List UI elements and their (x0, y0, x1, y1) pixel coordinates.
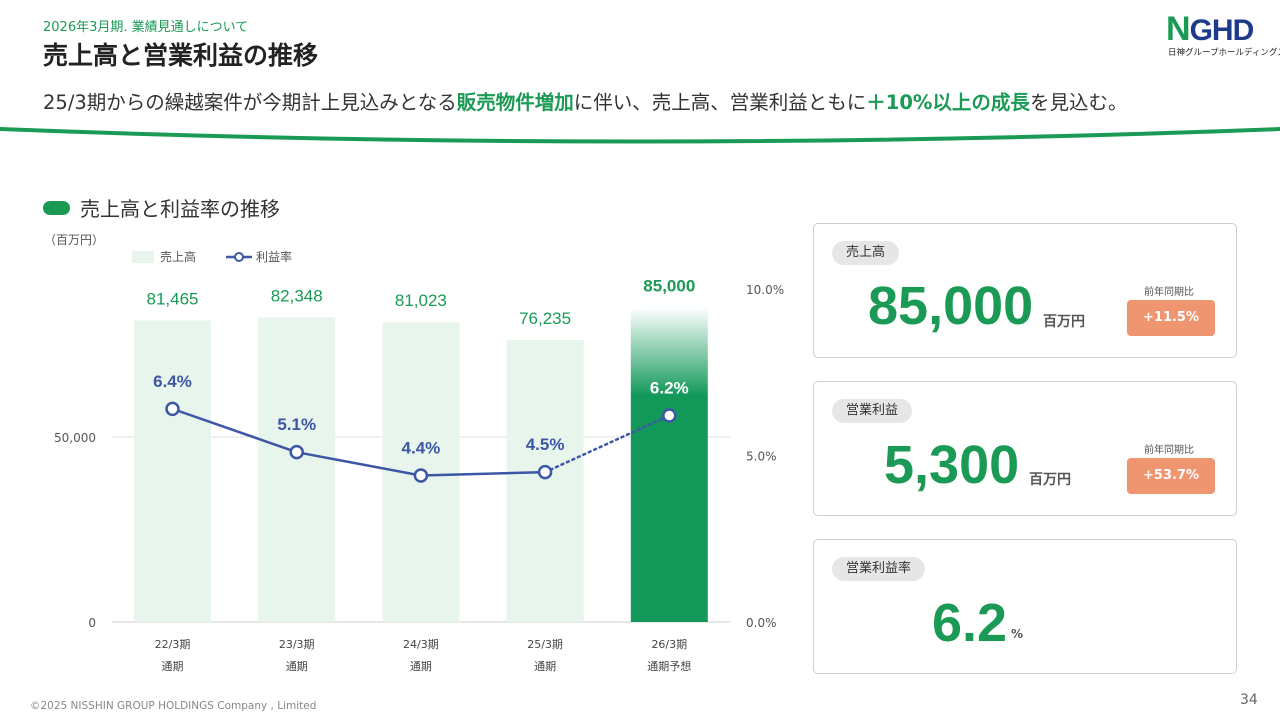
sales-tag: 売上高 (832, 241, 900, 265)
right-axis-tick-label: 10.0% (746, 283, 784, 297)
lead-part-3: を見込む。 (1029, 91, 1128, 114)
legend-bar-label: 売上高 (160, 249, 196, 264)
legend-line-marker (234, 252, 244, 262)
sales-yoy-label: 前年同期比 (1144, 287, 1194, 298)
margin-point (165, 401, 180, 417)
logo-n: N (1166, 10, 1191, 48)
x-axis-tick-label: 26/3期 (651, 638, 687, 651)
page-number: 34 (1240, 692, 1258, 708)
operating-profit-card: 営業利益 5,300 百万円 前年同期比 +53.7% (813, 381, 1237, 516)
left-axis-tick-label: 50,000 (54, 431, 96, 445)
right-axis-tick-label: 0.0% (746, 616, 777, 630)
margin-data-label: 4.4% (402, 438, 441, 457)
x-axis-tick-label: 22/3期 (155, 638, 191, 651)
margin-point (289, 444, 304, 460)
margin-data-label: 5.1% (277, 415, 316, 434)
lead-highlight-1: 販売物件増加 (456, 91, 574, 114)
x-axis-tick-label: 25/3期 (527, 638, 563, 651)
section-subtitle: 2026年3月期. 業績見通しについて (43, 20, 249, 35)
sales-margin-chart: （百万円） 売上高 利益率 0 50,000 0.0% 5.0% 10.0% 81,465 22/… (44, 233, 784, 673)
left-axis-tick-label: 0 (88, 616, 96, 630)
operating-profit-yoy-label: 前年同期比 (1144, 445, 1194, 456)
operating-profit-yoy-badge: +53.7% (1127, 458, 1215, 494)
margin-line-segment (543, 414, 671, 474)
y-axis-unit-label: （百万円） (44, 233, 104, 247)
margin-point (537, 464, 553, 480)
legend-line-label: 利益率 (256, 249, 292, 264)
lead-highlight-2: ＋10%以上の成長 (866, 91, 1030, 114)
logo-subtext: 日神グループホールディングス (1168, 48, 1280, 58)
bar-sales (258, 317, 336, 622)
x-axis-tick-label: 24/3期 (403, 638, 439, 651)
operating-margin-card: 営業利益率 6.2 % (813, 539, 1237, 674)
bar-sales (630, 307, 708, 622)
sales-value: 85,000 (868, 276, 1034, 336)
lead-text: 25/3期からの繰越案件が今期計上見込みとなる販売物件増加に伴い、売上高、営業利… (43, 86, 1127, 115)
bar-sales (506, 339, 584, 622)
copyright: ©2025 NISSHIN GROUP HOLDINGS Company , L… (30, 700, 317, 712)
bar-value-label: 81,023 (395, 291, 447, 310)
x-axis-tick-sublabel: 通期 (286, 660, 308, 673)
header-swoosh (0, 127, 1280, 144)
margin-line-segment (296, 450, 422, 477)
operating-profit-value: 5,300 (884, 435, 1020, 495)
margin-data-label: 4.5% (526, 435, 565, 454)
lead-part-2: に伴い、売上高、営業利益ともに (573, 91, 867, 114)
section-pill-icon (43, 200, 70, 215)
x-axis-tick-sublabel: 通期 (534, 660, 556, 673)
margin-point (413, 468, 429, 483)
margin-data-label: 6.2% (650, 379, 689, 398)
bar-value-label: 76,235 (519, 309, 571, 328)
x-axis-tick-sublabel: 通期予想 (647, 659, 691, 673)
page-title: 売上高と営業利益の推移 (43, 41, 319, 70)
sales-card: 売上高 85,000 百万円 前年同期比 +11.5% (813, 223, 1237, 358)
chart-section-title: 売上高と利益率の推移 (80, 197, 280, 221)
operating-margin-value: 6.2 (932, 593, 1008, 653)
right-axis-tick-label: 5.0% (746, 450, 777, 464)
margin-point (662, 408, 677, 423)
sales-unit: 百万円 (1043, 314, 1085, 330)
bar-value-label: 82,348 (271, 286, 323, 305)
operating-margin-tag: 営業利益率 (832, 557, 926, 581)
logo-ghd: GHD (1189, 14, 1255, 47)
company-logo: NGHD 日神グループホールディングス (1166, 10, 1280, 64)
legend-bar-swatch (132, 251, 154, 263)
bar-sales (134, 320, 211, 622)
margin-line-segment (172, 407, 298, 454)
operating-profit-unit: 百万円 (1029, 472, 1071, 488)
operating-margin-unit: % (1011, 627, 1024, 641)
margin-line-segment (420, 470, 546, 477)
x-axis-tick-sublabel: 通期 (162, 660, 184, 673)
margin-data-label: 6.4% (153, 372, 192, 391)
bar-value-label: 85,000 (643, 277, 695, 296)
bar-value-label: 81,465 (147, 290, 199, 309)
chart-section-header: 売上高と利益率の推移 (43, 193, 280, 222)
sales-yoy-badge: +11.5% (1127, 300, 1215, 336)
operating-profit-tag: 営業利益 (832, 399, 913, 423)
lead-part-1: 25/3期からの繰越案件が今期計上見込みとなる (43, 91, 457, 114)
x-axis-tick-label: 23/3期 (279, 638, 315, 651)
x-axis-tick-sublabel: 通期 (410, 660, 432, 673)
